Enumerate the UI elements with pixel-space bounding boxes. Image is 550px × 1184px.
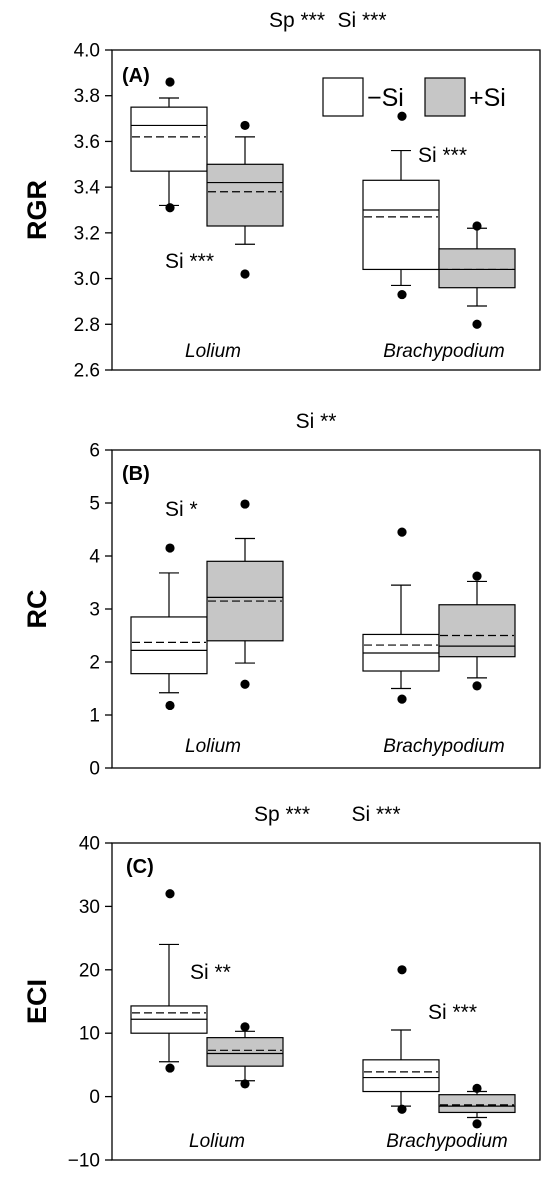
box-body — [130, 106, 208, 172]
outlier-point — [472, 571, 482, 581]
outlier-point — [397, 1104, 407, 1114]
category-label: Brachypodium — [386, 1131, 507, 1152]
category-label: Brachypodium — [383, 736, 504, 757]
y-tick-label: 30 — [79, 897, 100, 918]
y-tick-label: 3.2 — [74, 223, 100, 244]
legend-label-plus-si: +Si — [469, 84, 506, 112]
category-label: Lolium — [185, 341, 241, 362]
annotation: Si * — [165, 498, 198, 521]
box-body — [206, 1037, 284, 1067]
box-minus-si-brachypodium — [362, 111, 440, 300]
outlier-point — [472, 1083, 482, 1093]
box-body — [362, 179, 440, 271]
y-tick-label: 4 — [89, 547, 100, 568]
y-tick-label: 6 — [89, 441, 100, 462]
outlier-point — [240, 1079, 250, 1089]
y-tick-label: 2.6 — [74, 361, 100, 382]
legend-label-minus-si: −Si — [367, 84, 404, 112]
y-tick-label: 20 — [79, 960, 100, 981]
y-tick-label: 2.8 — [74, 315, 100, 336]
box-body — [206, 163, 284, 227]
outlier-point — [472, 221, 482, 231]
category-label: Lolium — [185, 736, 241, 757]
outlier-point — [240, 120, 250, 131]
box-plus-si-lolium — [206, 1022, 284, 1089]
outlier-point — [240, 1022, 250, 1032]
y-tick-label: 1 — [89, 706, 100, 727]
outlier-point — [397, 694, 407, 704]
y-tick-label: 3.6 — [74, 132, 100, 153]
annotation: Si *** — [165, 250, 214, 273]
y-tick-label: 10 — [79, 1024, 100, 1045]
outlier-point — [240, 269, 250, 279]
outlier-point — [397, 965, 407, 975]
box-body — [362, 1059, 440, 1093]
y-tick-label: 0 — [89, 759, 100, 780]
box-plus-si-brachypodium — [438, 1083, 516, 1129]
legend-swatch-plus-si — [424, 77, 466, 117]
category-label: Brachypodium — [383, 341, 504, 362]
box-plus-si-brachypodium — [438, 571, 516, 691]
annotation: Si *** — [428, 1001, 477, 1024]
outlier-point — [397, 289, 407, 300]
y-axis-label: ECI — [22, 979, 52, 1024]
y-tick-label: 0 — [89, 1087, 100, 1108]
outlier-point — [397, 527, 407, 537]
outlier-point — [165, 700, 175, 711]
outlier-point — [397, 111, 407, 121]
outlier-point — [472, 1119, 482, 1129]
box-body — [438, 604, 516, 658]
significance-label: Si *** — [351, 803, 400, 826]
y-tick-label: 5 — [89, 494, 100, 515]
box-minus-si-lolium — [130, 543, 208, 711]
outlier-point — [472, 681, 482, 691]
outlier-point — [165, 203, 175, 213]
outlier-point — [240, 499, 250, 509]
panel-letter: (A) — [122, 65, 150, 87]
box-minus-si-lolium — [130, 889, 208, 1073]
category-label: Lolium — [189, 1131, 245, 1152]
box-minus-si-lolium — [130, 77, 208, 213]
box-body — [438, 248, 516, 289]
box-body — [438, 1094, 516, 1114]
box-minus-si-brachypodium — [362, 965, 440, 1114]
panel-b: 0 1 2 3 4 5 6 RC Si ** (B) Si * Lolium Brachypodium — [22, 410, 541, 780]
outlier-point — [165, 889, 175, 899]
y-tick-label: 3 — [89, 600, 100, 621]
y-tick-label: 3.0 — [74, 269, 100, 290]
annotation: Si *** — [418, 144, 467, 167]
outlier-point — [165, 1063, 175, 1073]
panel-letter: (C) — [126, 856, 154, 878]
outlier-point — [472, 319, 482, 329]
y-tick-label: 3.4 — [74, 178, 101, 199]
y-tick-label: 2 — [89, 653, 100, 674]
legend-swatch-minus-si — [322, 77, 364, 117]
significance-label: Sp *** — [269, 9, 325, 32]
outlier-point — [240, 679, 250, 689]
annotation: Si ** — [190, 961, 231, 984]
panel-letter: (B) — [122, 463, 150, 485]
outlier-point — [165, 77, 175, 87]
y-tick-label: 3.8 — [74, 86, 100, 107]
box-body — [130, 616, 208, 675]
y-tick-label: 4.0 — [74, 41, 100, 62]
outlier-point — [165, 543, 175, 553]
box-plus-si-lolium — [206, 120, 284, 279]
panel-a: 2.6 2.8 3.0 3.2 3.4 3.6 3.8 4.0 RGR Sp *** Si *** (… — [22, 9, 541, 382]
panel-c: −10 0 10 20 30 40 ECI Sp *** Si *** (C) Si ** Si **… — [22, 803, 541, 1172]
box-minus-si-brachypodium — [362, 527, 440, 704]
y-tick-label: −10 — [68, 1151, 100, 1172]
y-axis-label: RGR — [22, 180, 52, 240]
y-tick-label: 40 — [79, 834, 100, 855]
y-axis-label: RC — [22, 590, 52, 629]
box-plus-si-lolium — [206, 499, 284, 689]
significance-label: Si ** — [296, 410, 337, 433]
box-plus-si-brachypodium — [438, 221, 516, 329]
significance-label: Sp *** — [254, 803, 310, 826]
significance-label: Si *** — [337, 9, 386, 32]
legend: −Si +Si — [322, 77, 506, 117]
